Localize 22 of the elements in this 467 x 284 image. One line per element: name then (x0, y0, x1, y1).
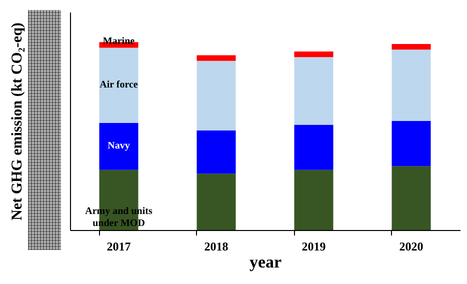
series-label: Navy (108, 140, 130, 152)
bar (294, 57, 334, 125)
bar (294, 170, 334, 230)
bar (196, 60, 236, 130)
series-label: Air force (100, 79, 138, 90)
bar (99, 48, 138, 123)
bar (99, 122, 138, 170)
bar (294, 51, 334, 58)
bar (294, 124, 334, 170)
bar (392, 121, 431, 166)
bar (196, 55, 236, 61)
x-tick-label: 2017 (106, 240, 131, 254)
x-tick-label: 2018 (204, 240, 228, 254)
x-tick-label: 2019 (302, 240, 326, 254)
x-axis-title: year (249, 252, 282, 272)
bar (196, 130, 236, 174)
y-axis-title: Net GHG emission (kt CO₂-eq) (10, 22, 26, 220)
bar (392, 166, 431, 230)
bar (196, 174, 236, 230)
bar (392, 50, 431, 121)
bar (392, 44, 431, 50)
x-tick-label: 2020 (399, 240, 424, 254)
